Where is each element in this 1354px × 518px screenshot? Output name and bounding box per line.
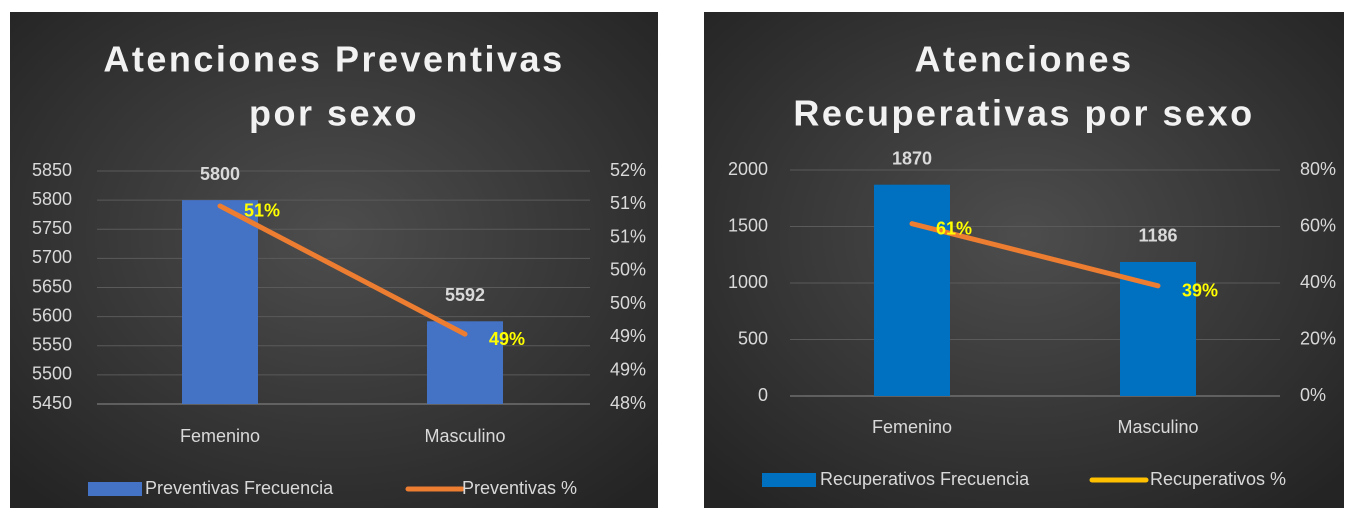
chart-panel bbox=[704, 12, 1344, 508]
y2-tick-label: 48% bbox=[610, 393, 646, 413]
y2-tick-label: 20% bbox=[1300, 328, 1336, 348]
bar bbox=[874, 184, 950, 396]
legend-label: Recuperativos Frecuencia bbox=[820, 469, 1030, 489]
bar bbox=[182, 200, 258, 404]
chart-title: Atenciones bbox=[914, 39, 1133, 80]
bar-value-label: 1870 bbox=[892, 148, 932, 168]
legend-label: Preventivas Frecuencia bbox=[145, 478, 334, 498]
y2-tick-label: 49% bbox=[610, 326, 646, 346]
y2-tick-label: 80% bbox=[1300, 159, 1336, 179]
y-tick-label: 5450 bbox=[32, 393, 72, 413]
y-tick-label: 5500 bbox=[32, 364, 72, 384]
y-tick-label: 5750 bbox=[32, 218, 72, 238]
line bbox=[909, 221, 1161, 289]
y-tick-label: 1000 bbox=[728, 272, 768, 292]
y-tick-label: 2000 bbox=[728, 159, 768, 179]
chart-title: Atenciones Preventivas bbox=[103, 39, 564, 80]
y-tick-label: 5850 bbox=[32, 160, 72, 180]
y-tick-label: 1500 bbox=[728, 215, 768, 235]
x-tick-label: Masculino bbox=[1117, 417, 1198, 437]
legend-label: Recuperativos % bbox=[1150, 469, 1286, 489]
y2-tick-label: 0% bbox=[1300, 385, 1326, 405]
y2-tick-label: 60% bbox=[1300, 215, 1336, 235]
line bbox=[217, 203, 468, 337]
y-tick-label: 500 bbox=[738, 328, 768, 348]
line-value-label: 49% bbox=[489, 329, 525, 349]
y-tick-label: 5650 bbox=[32, 276, 72, 296]
line-value-label: 39% bbox=[1182, 281, 1218, 301]
line-value-label: 61% bbox=[936, 218, 972, 238]
y-tick-label: 5550 bbox=[32, 335, 72, 355]
y-tick-label: 5700 bbox=[32, 247, 72, 267]
bar-value-label: 5592 bbox=[445, 285, 485, 305]
chart-title: por sexo bbox=[249, 93, 419, 134]
x-tick-label: Masculino bbox=[424, 426, 505, 446]
y2-tick-label: 51% bbox=[610, 193, 646, 213]
y2-tick-label: 49% bbox=[610, 359, 646, 379]
y2-tick-label: 50% bbox=[610, 260, 646, 280]
line-value-label: 51% bbox=[244, 201, 280, 221]
y2-tick-label: 51% bbox=[610, 226, 646, 246]
chart-panel bbox=[10, 12, 658, 508]
y2-tick-label: 52% bbox=[610, 160, 646, 180]
legend-label: Preventivas % bbox=[462, 478, 577, 498]
bar-value-label: 1186 bbox=[1138, 226, 1177, 246]
legend-swatch bbox=[762, 473, 816, 487]
x-tick-label: Femenino bbox=[180, 426, 260, 446]
y-tick-label: 5600 bbox=[32, 305, 72, 325]
chart-title: Recuperativas por sexo bbox=[793, 93, 1254, 134]
y-tick-label: 0 bbox=[758, 385, 768, 405]
y2-tick-label: 40% bbox=[1300, 272, 1336, 292]
bar-value-label: 5800 bbox=[200, 164, 240, 184]
y-tick-label: 5800 bbox=[32, 189, 72, 209]
y2-tick-label: 50% bbox=[610, 293, 646, 313]
x-tick-label: Femenino bbox=[872, 417, 952, 437]
legend-swatch bbox=[88, 482, 142, 496]
